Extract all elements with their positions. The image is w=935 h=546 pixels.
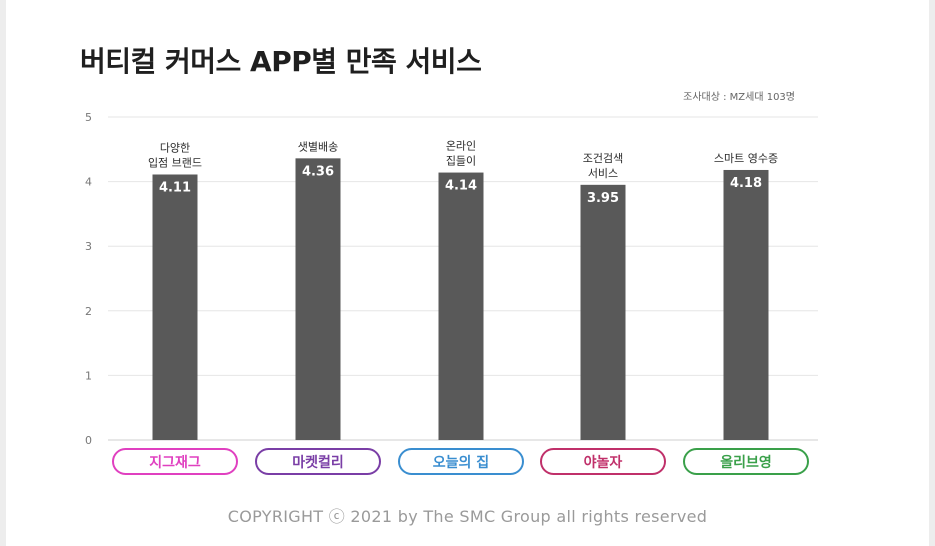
y-tick-label: 4 (85, 176, 92, 189)
bar-value-label: 4.36 (302, 164, 334, 179)
copyright-text: COPYRIGHT ⓒ 2021 by The SMC Group all ri… (227, 507, 708, 526)
service-label: 서비스 (588, 167, 618, 180)
category-pill (255, 448, 381, 475)
right-edge (929, 0, 935, 546)
bar-value-label: 4.11 (159, 180, 191, 195)
service-label: 샛별배송 (298, 140, 338, 153)
x-category-label: 지그재그 (149, 455, 201, 471)
y-tick-label: 3 (85, 240, 92, 253)
bar-value-label: 4.14 (445, 179, 477, 194)
service-label: 집들이 (446, 155, 476, 168)
category-pill (683, 448, 809, 475)
bar (580, 184, 626, 440)
y-tick-label: 2 (85, 305, 92, 318)
y-tick-label: 0 (85, 434, 92, 447)
chart-title: 버티컬 커머스 APP별 만족 서비스 (80, 45, 482, 78)
left-edge (0, 0, 6, 546)
category-pill (540, 448, 666, 475)
category-pill (112, 448, 238, 475)
bar-value-label: 4.18 (730, 176, 762, 191)
service-label: 온라인 (446, 140, 476, 153)
x-category-label: 마켓컬리 (292, 454, 344, 471)
bar (438, 172, 484, 440)
bar (152, 174, 198, 440)
survey-note: 조사대상 : MZ세대 103명 (683, 92, 795, 103)
category-pill (398, 448, 524, 475)
service-label: 다양한 (160, 141, 190, 154)
y-tick-label: 5 (85, 111, 92, 124)
bar (295, 158, 341, 440)
x-category-label: 올리브영 (720, 454, 772, 471)
bar-value-label: 3.95 (587, 191, 619, 206)
service-label: 입점 브랜드 (148, 156, 202, 169)
x-category-label: 오늘의 집 (433, 454, 489, 471)
service-label: 조건검색 (583, 152, 623, 165)
y-tick-label: 1 (85, 369, 92, 382)
bar (723, 169, 769, 441)
service-label: 스마트 영수증 (714, 152, 778, 165)
x-category-label: 야놀자 (584, 454, 623, 471)
